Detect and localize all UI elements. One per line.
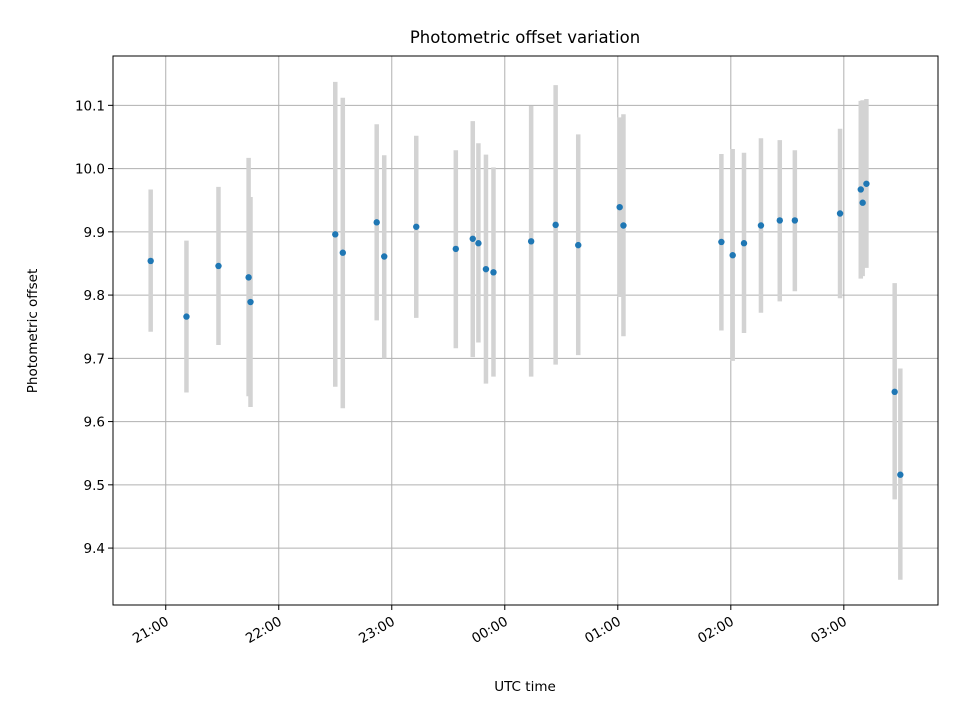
data-point	[575, 241, 582, 249]
data-point	[729, 252, 736, 259]
data-point	[718, 238, 725, 246]
y-axis-ticks: 9.4 9.5 9.6 9.7 9.8 9.9 10.0 10.1	[75, 98, 113, 557]
y-tick-label: 9.8	[84, 288, 105, 304]
data-point	[381, 253, 388, 260]
data-point	[413, 223, 420, 230]
data-point	[776, 217, 783, 224]
x-axis-label: UTC time	[494, 679, 556, 695]
data-point	[452, 245, 460, 253]
y-tick-label: 10.0	[75, 162, 105, 178]
data-point	[616, 203, 623, 211]
y-tick-label: 9.5	[84, 478, 105, 494]
data-point	[339, 249, 346, 256]
data-point	[247, 298, 254, 306]
chart-title: Photometric offset variation	[410, 28, 640, 47]
data-point	[740, 240, 748, 247]
data-point	[791, 217, 799, 224]
data-point	[552, 221, 559, 229]
data-point	[215, 262, 222, 270]
y-axis-label: Photometric offset	[25, 269, 41, 393]
data-point	[147, 257, 154, 265]
data-point	[836, 210, 844, 217]
y-tick-label: 9.4	[84, 541, 105, 557]
data-point	[891, 388, 898, 396]
plot-frame	[112, 55, 939, 606]
data-point	[469, 235, 476, 242]
y-tick-label: 9.6	[84, 415, 105, 431]
data-point	[857, 186, 864, 193]
data-point	[490, 269, 497, 276]
data-point	[183, 313, 190, 320]
data-point	[897, 471, 904, 478]
data-point	[620, 222, 627, 229]
data-point	[475, 240, 482, 247]
y-tick-label: 10.1	[75, 98, 105, 114]
data-point	[859, 199, 866, 206]
data-point	[332, 231, 339, 238]
data-point	[482, 265, 490, 273]
data-point	[373, 219, 380, 226]
data-point	[863, 180, 870, 187]
y-tick-label: 9.7	[84, 351, 105, 367]
y-tick-label: 9.9	[84, 225, 105, 241]
data-point	[245, 274, 252, 281]
data-points	[147, 180, 904, 478]
data-point	[757, 222, 765, 229]
data-point	[527, 238, 535, 245]
